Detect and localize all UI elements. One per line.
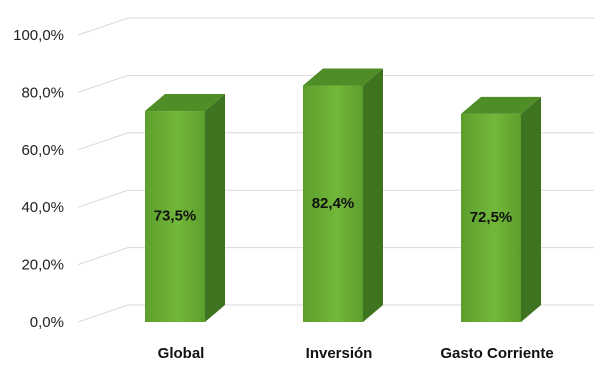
bar-top bbox=[145, 94, 225, 112]
data-label: 73,5% bbox=[154, 208, 197, 225]
y-tick-label: 0,0% bbox=[30, 314, 64, 331]
category-label: Global bbox=[158, 345, 205, 362]
y-tick-label: 20,0% bbox=[21, 257, 64, 274]
y-axis-ticks: 0,0% 20,0% 40,0% 60,0% 80,0% 100,0% bbox=[13, 27, 64, 331]
x-axis-categories: Global Inversión Gasto Corriente bbox=[158, 345, 554, 362]
bar bbox=[303, 68, 383, 323]
y-tick-label: 100,0% bbox=[13, 27, 64, 44]
gridline bbox=[77, 74, 594, 93]
data-label: 72,5% bbox=[470, 209, 513, 226]
bar-front bbox=[461, 113, 521, 322]
bar-front bbox=[303, 85, 363, 323]
data-label: 82,4% bbox=[312, 195, 355, 212]
bar-side bbox=[363, 68, 383, 323]
gridlines bbox=[77, 17, 594, 323]
bar-side bbox=[521, 96, 541, 322]
gridline bbox=[77, 17, 594, 36]
y-tick-label: 80,0% bbox=[21, 84, 64, 101]
bar-front bbox=[145, 111, 205, 323]
category-label: Inversión bbox=[306, 345, 373, 362]
gridline bbox=[77, 132, 594, 151]
bar-top bbox=[303, 68, 383, 86]
gridline bbox=[77, 189, 594, 208]
gridline bbox=[77, 304, 594, 323]
data-labels: 73,5% 82,4% 72,5% bbox=[154, 195, 513, 226]
bar-side bbox=[205, 94, 225, 323]
category-label: Gasto Corriente bbox=[440, 345, 553, 362]
gridline bbox=[77, 247, 594, 266]
bar bbox=[461, 96, 541, 322]
bars bbox=[145, 68, 541, 323]
bar-top bbox=[461, 96, 541, 114]
y-tick-label: 60,0% bbox=[21, 142, 64, 159]
bar bbox=[145, 94, 225, 323]
y-tick-label: 40,0% bbox=[21, 199, 64, 216]
